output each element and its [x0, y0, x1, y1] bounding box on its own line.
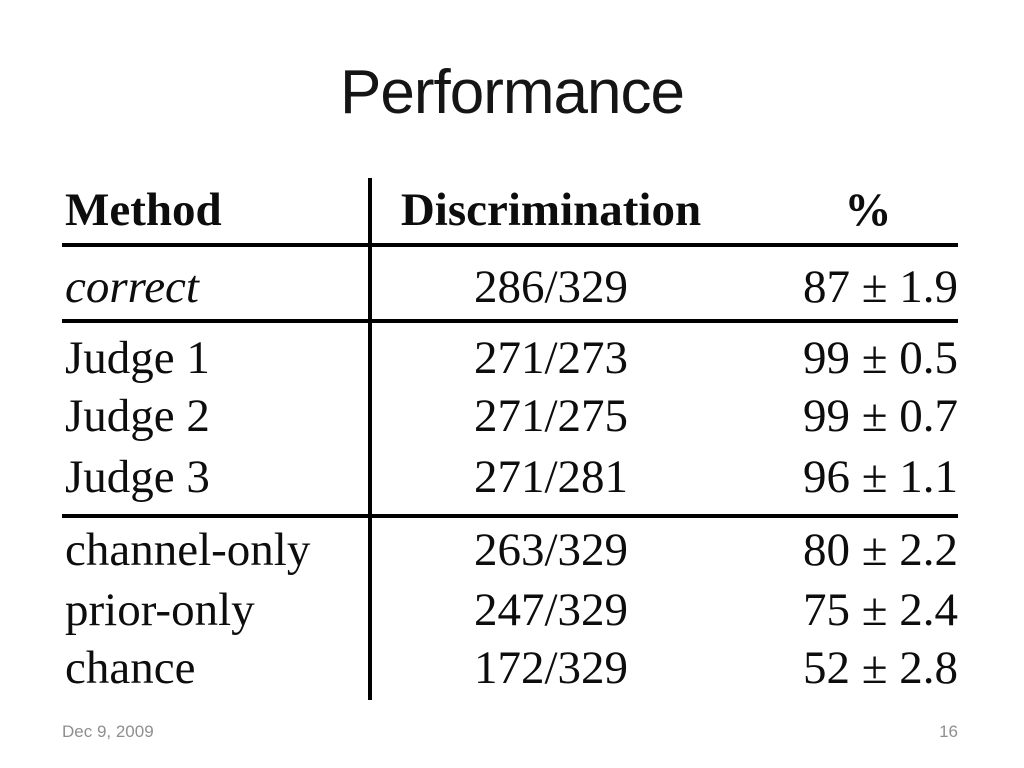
cell-percent: 87 ± 1.9	[802, 261, 958, 313]
header-discrimination: Discrimination	[400, 184, 702, 236]
cell-method: Judge 3	[65, 451, 210, 503]
performance-table: Method Discrimination % correct 286/329 …	[62, 178, 958, 700]
cell-discrimination: 247/329	[473, 584, 629, 636]
cell-method: Judge 1	[65, 332, 210, 384]
slide-title: Performance	[340, 58, 685, 127]
cell-percent: 99 ± 0.5	[802, 332, 958, 384]
slide-footer: Dec 9, 2009 16	[62, 722, 958, 742]
header-method: Method	[65, 184, 222, 236]
header-percent: %	[844, 184, 892, 236]
table-rule-below-judges	[62, 514, 958, 518]
cell-percent: 99 ± 0.7	[802, 390, 958, 442]
table-header-row: Method Discrimination %	[62, 180, 958, 240]
footer-date: Dec 9, 2009	[62, 722, 154, 741]
cell-discrimination: 172/329	[473, 642, 629, 694]
table-rule-below-header	[62, 243, 958, 247]
cell-discrimination: 271/281	[473, 451, 629, 503]
cell-method: prior-only	[65, 584, 255, 636]
cell-percent: 96 ± 1.1	[802, 451, 958, 503]
cell-discrimination: 271/275	[473, 390, 629, 442]
cell-percent: 80 ± 2.2	[802, 524, 958, 576]
table-rule-below-correct	[62, 319, 958, 323]
cell-method: correct	[65, 261, 199, 313]
table-row: Judge 1 271/273 99 ± 0.5	[62, 328, 958, 388]
cell-percent: 75 ± 2.4	[802, 584, 958, 636]
cell-method: channel-only	[65, 524, 311, 576]
table-row: channel-only 263/329 80 ± 2.2	[62, 520, 958, 580]
cell-method: chance	[65, 642, 196, 694]
table-row: prior-only 247/329 75 ± 2.4	[62, 580, 958, 640]
footer-page-number: 16	[939, 722, 958, 741]
cell-method: Judge 2	[65, 390, 210, 442]
cell-percent: 52 ± 2.8	[802, 642, 958, 694]
cell-discrimination: 271/273	[473, 332, 629, 384]
table-row: chance 172/329 52 ± 2.8	[62, 638, 958, 698]
table-row: correct 286/329 87 ± 1.9	[62, 257, 958, 317]
cell-discrimination: 286/329	[473, 261, 629, 313]
table-row: Judge 2 271/275 99 ± 0.7	[62, 386, 958, 446]
table-column-divider	[368, 178, 372, 700]
cell-discrimination: 263/329	[473, 524, 629, 576]
table-row: Judge 3 271/281 96 ± 1.1	[62, 447, 958, 507]
